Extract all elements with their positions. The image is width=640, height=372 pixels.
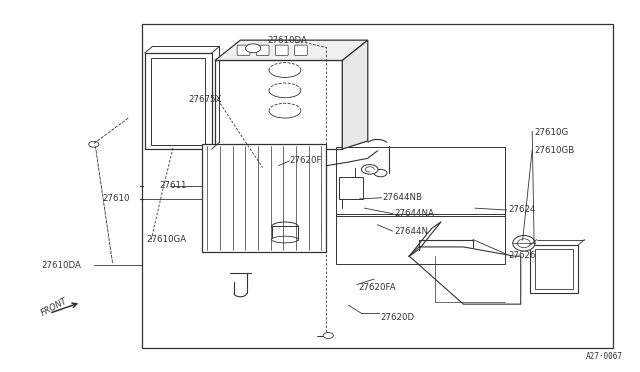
Text: 27626: 27626 [508, 251, 536, 260]
Bar [145, 53, 212, 149]
Ellipse shape [271, 236, 298, 243]
Ellipse shape [513, 235, 535, 251]
Bar [202, 144, 326, 253]
Circle shape [374, 169, 387, 177]
Bar [336, 147, 505, 215]
Text: 27610G: 27610G [534, 128, 568, 137]
Bar [271, 225, 298, 240]
Text: 27620FA: 27620FA [358, 283, 396, 292]
Ellipse shape [271, 222, 298, 231]
Polygon shape [342, 40, 368, 149]
Text: 27610: 27610 [102, 195, 129, 203]
Bar [141, 23, 613, 349]
Text: 27620F: 27620F [289, 155, 322, 165]
Bar [151, 58, 205, 145]
Polygon shape [215, 40, 368, 61]
Text: FRONT: FRONT [40, 296, 69, 318]
FancyBboxPatch shape [294, 45, 307, 55]
Circle shape [246, 44, 260, 53]
Text: 27610DA: 27610DA [268, 36, 308, 45]
FancyBboxPatch shape [256, 45, 269, 55]
Text: A27·0067: A27·0067 [586, 352, 623, 361]
FancyBboxPatch shape [237, 45, 250, 55]
Bar [536, 249, 573, 289]
Text: 27610GB: 27610GB [534, 147, 574, 155]
Text: 27644NA: 27644NA [394, 209, 434, 218]
Text: 27624: 27624 [508, 205, 536, 215]
Text: 27644NB: 27644NB [383, 193, 422, 202]
Bar [215, 61, 342, 149]
Bar [339, 177, 364, 199]
Circle shape [344, 179, 357, 187]
Text: 27610DA: 27610DA [42, 261, 81, 270]
Circle shape [362, 164, 378, 174]
Circle shape [323, 333, 333, 339]
FancyBboxPatch shape [275, 45, 288, 55]
Text: 27610GA: 27610GA [147, 235, 187, 244]
Text: 27620D: 27620D [381, 312, 415, 321]
Text: 27611: 27611 [159, 182, 187, 190]
Bar [531, 245, 578, 293]
Bar [336, 214, 505, 263]
Text: 27675X: 27675X [188, 96, 221, 105]
Text: 27644N: 27644N [394, 227, 428, 235]
Ellipse shape [518, 239, 531, 248]
Circle shape [89, 141, 99, 147]
